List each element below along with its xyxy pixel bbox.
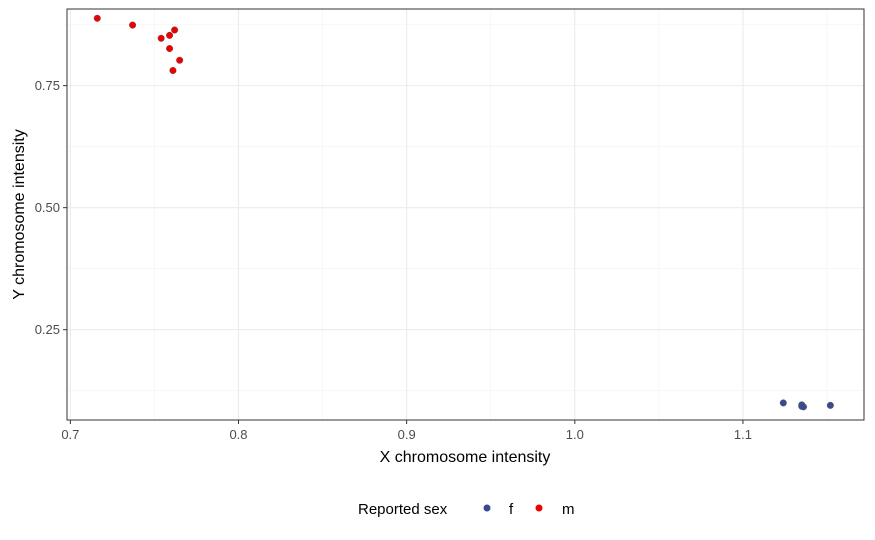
x-axis-ticks: 0.7 0.8 0.9 1.0 1.1	[61, 420, 752, 442]
data-point-m	[166, 31, 174, 39]
data-point-m	[129, 21, 137, 29]
x-axis-title: X chromosome intensity	[380, 449, 551, 466]
y-axis-title: Y chromosome intensity	[11, 129, 28, 299]
plot-panel-background	[67, 9, 864, 420]
data-point-m	[169, 67, 177, 75]
data-point-m	[166, 45, 174, 53]
data-point-f	[779, 399, 787, 407]
grid-minor	[67, 9, 864, 420]
plot-panel-border	[66, 8, 865, 421]
y-axis-ticks: 0.25 0.50 0.75	[35, 78, 67, 337]
legend-label-f: f	[509, 501, 514, 518]
data-point-m	[176, 56, 184, 64]
legend-title: Reported sex	[358, 501, 448, 518]
y-tick-label: 0.75	[35, 78, 60, 93]
x-tick-label: 0.8	[229, 427, 247, 442]
legend-label-m: m	[562, 501, 575, 518]
x-tick-label: 1.0	[566, 427, 584, 442]
data-point-m	[157, 34, 165, 42]
grid-major	[67, 9, 864, 420]
x-tick-label: 1.1	[734, 427, 752, 442]
legend: Reported sex f m	[358, 501, 575, 518]
data-point-m	[171, 26, 179, 34]
x-tick-label: 0.7	[61, 427, 79, 442]
data-point-f	[826, 401, 834, 409]
y-tick-label: 0.25	[35, 322, 60, 337]
data-points	[93, 14, 834, 411]
x-tick-label: 0.9	[398, 427, 416, 442]
legend-key-m	[535, 504, 543, 512]
legend-key-f	[483, 504, 491, 512]
data-point-m	[93, 14, 101, 22]
data-point-f	[798, 402, 806, 410]
y-tick-label: 0.50	[35, 200, 60, 215]
